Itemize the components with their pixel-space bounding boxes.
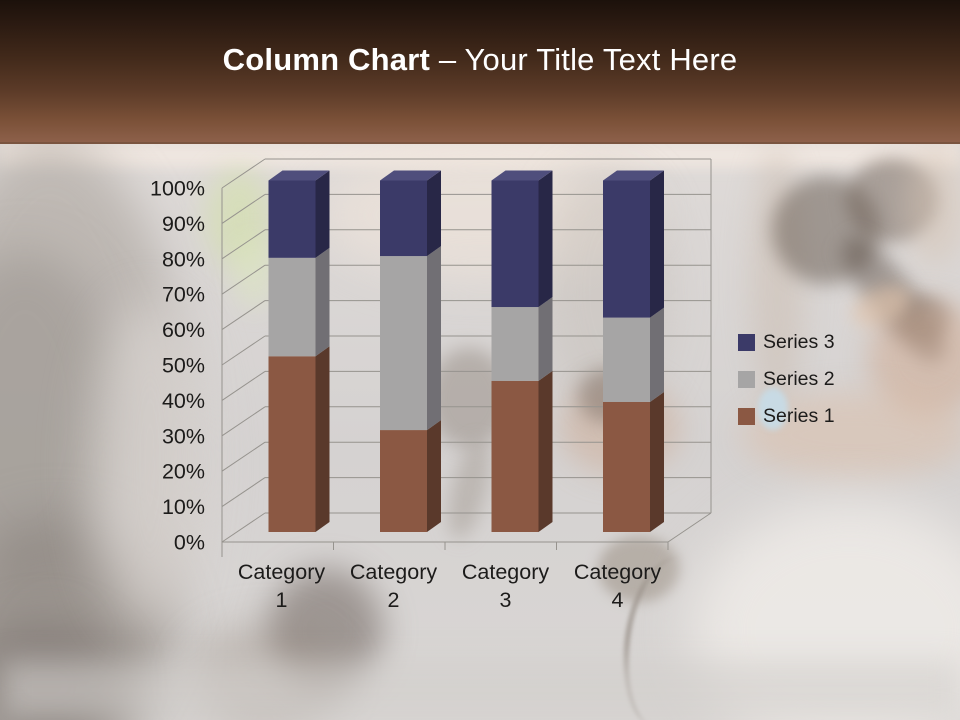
bar-cat3-series-3-side[interactable] <box>538 170 553 308</box>
bar-cat3-series-1-front[interactable] <box>491 380 539 532</box>
y-grid-stub <box>221 158 266 189</box>
bg-green-glow <box>206 168 272 268</box>
bar-cat4-series-3-front[interactable] <box>603 180 650 318</box>
slide-header: Column Chart – Your Title Text Here <box>0 0 960 144</box>
bar-cat4-series-1-side[interactable] <box>650 391 664 532</box>
bar-cat1-series-1-front[interactable] <box>268 356 316 532</box>
bg-bottom-strip <box>0 660 960 720</box>
slide-title[interactable]: Column Chart – Your Title Text Here <box>0 42 960 78</box>
y-grid-stub <box>221 264 266 295</box>
bar-cat3-top[interactable] <box>491 170 553 181</box>
bar-cat2-series-3-side[interactable] <box>427 170 441 257</box>
legend-swatch <box>738 407 755 425</box>
bar-cat1-series-1-side[interactable] <box>315 346 330 532</box>
y-grid-stub <box>221 335 266 366</box>
bar-cat2-series-1-front[interactable] <box>380 430 427 532</box>
title-bold: Column Chart <box>222 42 430 77</box>
bg-top-center-warm <box>320 150 650 280</box>
bar-cat3-series-2-side[interactable] <box>538 297 553 381</box>
bar-cat3-series-3-front[interactable] <box>491 180 539 308</box>
bar-cat4-series-2-front[interactable] <box>603 317 650 402</box>
y-axis-label: 40% <box>162 389 205 413</box>
y-grid-stub <box>221 370 266 401</box>
floor-right-edge <box>667 512 712 543</box>
legend-swatch <box>738 333 755 351</box>
category-label: Category 1 <box>238 560 325 612</box>
y-axis-label: 20% <box>162 460 205 484</box>
bar-cat1-series-2-side[interactable] <box>315 247 330 357</box>
y-grid-stub <box>221 441 266 472</box>
legend-item-series-1[interactable]: Series 1 <box>738 404 835 428</box>
y-grid-stub <box>221 300 266 331</box>
bar-cat1-series-3-front[interactable] <box>268 180 316 258</box>
legend-label: Series 1 <box>763 404 835 427</box>
y-grid-stub <box>221 193 266 224</box>
bg-bottom-mic-head <box>598 536 680 602</box>
legend-item-series-2[interactable]: Series 2 <box>738 367 835 391</box>
y-axis-label: 90% <box>162 212 205 236</box>
bg-top-right-corner <box>905 145 960 265</box>
legend-item-series-3[interactable]: Series 3 <box>738 330 835 354</box>
bg-bracelet <box>758 388 788 430</box>
category-label: Category 4 <box>574 560 661 612</box>
bar-cat4-top[interactable] <box>603 170 664 181</box>
bar-cat1-series-3-side[interactable] <box>315 170 330 258</box>
chart-legend[interactable]: Series 3 Series 2 Series 1 <box>738 330 835 441</box>
category-label: Category 3 <box>462 560 549 612</box>
title-separator: – <box>430 42 465 77</box>
legend-label: Series 2 <box>763 367 835 390</box>
y-grid-stub <box>221 406 266 437</box>
y-axis-label: 60% <box>162 318 205 342</box>
y-grid-stub <box>221 512 266 543</box>
y-grid-stub <box>221 477 266 508</box>
y-axis-label: 30% <box>162 424 205 448</box>
y-axis-label: 50% <box>162 354 205 378</box>
bar-cat3-series-2-front[interactable] <box>491 307 539 381</box>
legend-swatch <box>738 370 755 388</box>
bar-cat2-series-3-front[interactable] <box>380 180 427 257</box>
legend-label: Series 3 <box>763 330 835 353</box>
title-rest: Your Title Text Here <box>464 42 738 77</box>
bar-cat1-top[interactable] <box>268 170 330 181</box>
bar-cat4-series-2-side[interactable] <box>650 307 664 402</box>
bg-mic-round-head <box>772 176 880 284</box>
y-axis-label: 70% <box>162 283 205 307</box>
y-axis-label: 0% <box>174 531 205 555</box>
bar-cat4-series-3-side[interactable] <box>650 170 664 318</box>
y-axis-label: 80% <box>162 247 205 271</box>
bar-cat2-top[interactable] <box>380 170 441 181</box>
bar-cat2-series-1-side[interactable] <box>427 420 441 532</box>
bar-cat3-series-1-side[interactable] <box>538 370 553 532</box>
y-grid-stub <box>221 229 266 260</box>
bar-cat2-series-2-front[interactable] <box>380 256 427 431</box>
bar-cat2-series-2-side[interactable] <box>427 246 441 431</box>
bar-cat4-series-1-front[interactable] <box>603 401 650 532</box>
category-label: Category 2 <box>350 560 437 612</box>
bar-cat1-series-2-front[interactable] <box>268 257 316 357</box>
y-axis-label: 100% <box>150 177 205 201</box>
y-axis-label: 10% <box>162 495 205 519</box>
bg-left-light-wedge <box>90 300 210 630</box>
